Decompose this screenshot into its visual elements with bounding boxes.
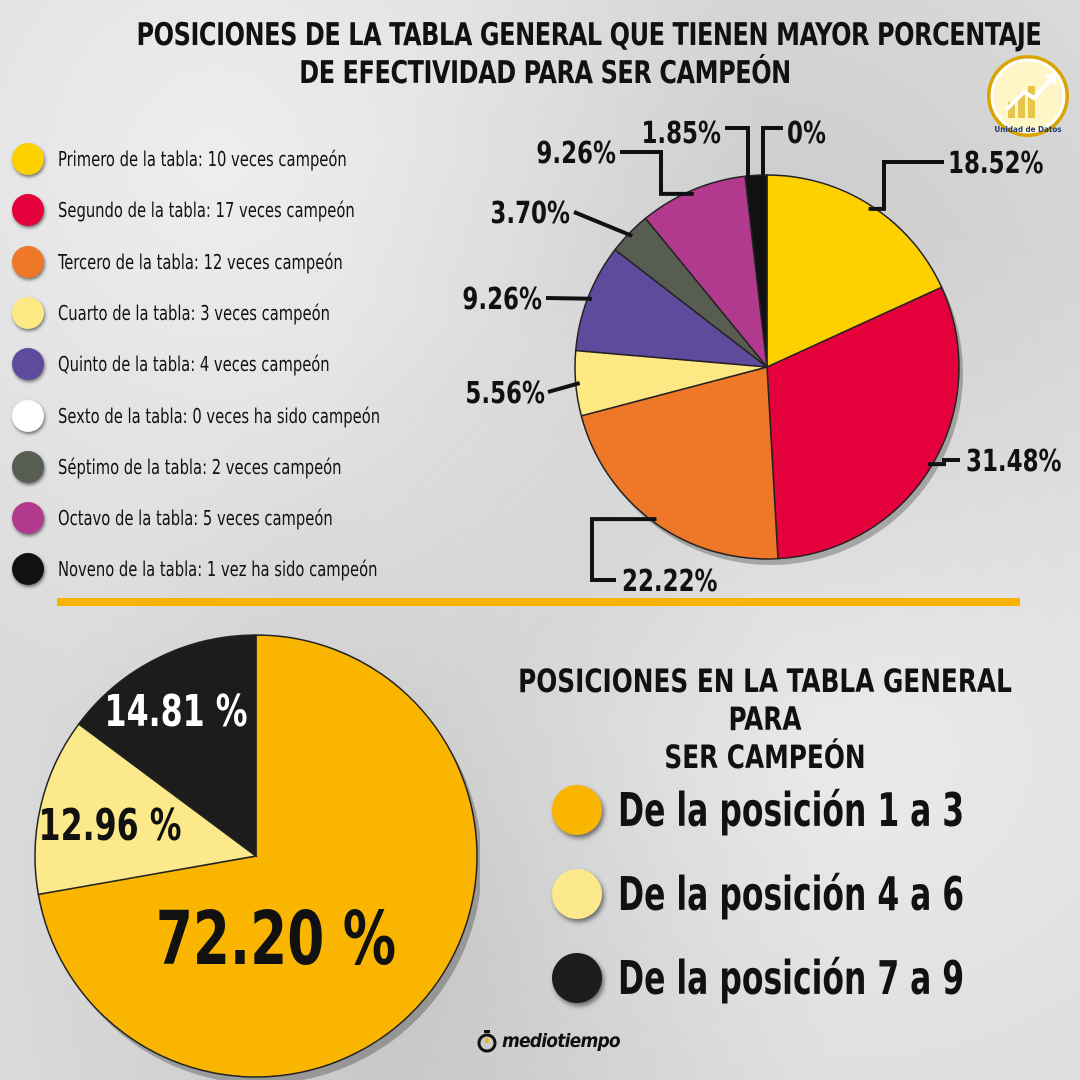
- data-label-5: 9.26%: [462, 281, 542, 317]
- legend-label-2: Segundo de la tabla: 17 veces campeón: [58, 198, 355, 223]
- range-legend-swatch-1: [552, 785, 602, 835]
- legend-item-5: Quinto de la tabla: 4 veces campeón: [12, 346, 389, 382]
- legend-item-1: Primero de la tabla: 10 veces campeón: [12, 141, 410, 177]
- legend-label-7: Séptimo de la tabla: 2 veces campeón: [58, 454, 342, 479]
- range-legend-item-1: De la posición 1 a 3: [552, 780, 1074, 840]
- legend-swatch-6: [12, 399, 44, 432]
- legend-swatch-2: [12, 194, 44, 227]
- legend-label-1: Primero de la tabla: 10 veces campeón: [58, 147, 347, 171]
- leader-line-7: [573, 210, 633, 238]
- leader-line-3: [590, 517, 657, 582]
- legend-swatch-3: [12, 245, 44, 278]
- legend-swatch-1: [12, 143, 44, 175]
- title-line-1: POSICIONES DE LA TABLA GENERAL QUE TIENE…: [136, 17, 1042, 53]
- pie-slice-9: [744, 174, 768, 368]
- legend-swatch-4: [12, 296, 44, 329]
- pie-slice-2: [766, 286, 960, 560]
- range-label-1: 72.20 %: [156, 896, 396, 982]
- legend-label-5: Quinto de la tabla: 4 veces campeón: [58, 352, 330, 377]
- range-legend-label-2: De la posición 4 a 6: [618, 867, 965, 921]
- legend-label-9: Noveno de la tabla: 1 vez ha sido campeó…: [58, 557, 378, 582]
- section-divider: [57, 598, 1020, 606]
- legend-label-6: Sexto de la tabla: 0 veces ha sido campe…: [58, 403, 381, 428]
- data-label-3: 22.22%: [622, 563, 718, 599]
- data-label-6: 0%: [787, 115, 826, 151]
- range-slice-3: [77, 634, 257, 858]
- data-label-8: 9.26%: [536, 135, 616, 171]
- data-label-9: 1.85%: [641, 115, 721, 151]
- pie-slice-1: [766, 174, 943, 369]
- leader-line-2: [927, 458, 960, 467]
- legend-item-7: Séptimo de la tabla: 2 veces campeón: [12, 449, 404, 485]
- brand-name: mediotiempo: [502, 1030, 621, 1052]
- legend-item-9: Noveno de la tabla: 1 vez ha sido campeó…: [12, 551, 448, 587]
- legend-swatch-8: [12, 502, 44, 535]
- legend-item-3: Tercero de la tabla: 12 veces campeón: [12, 244, 405, 280]
- legend-swatch-9: [12, 553, 44, 586]
- pie-slice-3: [580, 366, 779, 560]
- range-legend-swatch-3: [552, 953, 602, 1003]
- range-slice-1: [37, 634, 478, 1078]
- pie-chart-ranges: 72.20 % 12.96 % 14.81 %: [34, 634, 480, 1080]
- legend-swatch-5: [12, 348, 44, 381]
- data-label-4: 5.56%: [465, 375, 545, 411]
- leader-line-9: [725, 126, 757, 182]
- data-label-1: 18.52%: [948, 145, 1044, 181]
- legend-item-2: Segundo de la tabla: 17 veces campeón: [12, 192, 420, 228]
- range-legend-swatch-2: [552, 869, 602, 919]
- pie-chart-positions: 18.52% 31.48% 22.22% 5.56% 9.26% 0% 3.70% 9.26%…: [462, 115, 1062, 599]
- page-title: POSICIONES DE LA TABLA GENERAL QUE TIENE…: [136, 16, 1042, 92]
- title-line-2: DE EFECTIVIDAD PARA SER CAMPEÓN: [299, 55, 791, 91]
- data-label-7: 3.70%: [490, 195, 570, 231]
- range-legend-label-3: De la posición 7 a 9: [618, 951, 965, 1005]
- legend-item-4: Cuarto de la tabla: 3 veces campeón: [12, 295, 390, 331]
- data-label-2: 31.48%: [966, 443, 1062, 479]
- range-slice-2: [34, 722, 258, 896]
- leader-line-5: [545, 296, 592, 301]
- subtitle-line-1: POSICIONES EN LA TABLA GENERAL PARA: [518, 662, 1012, 738]
- legend-label-3: Tercero de la tabla: 12 veces campeón: [58, 249, 343, 274]
- stopwatch-icon: [477, 1030, 497, 1053]
- logo-text: Unidad de Datos: [994, 125, 1061, 134]
- range-legend-item-3: De la posición 7 a 9: [552, 948, 1074, 1008]
- leader-line-4: [547, 381, 581, 394]
- leader-line-1: [868, 160, 944, 211]
- range-legend-item-2: De la posición 4 a 6: [552, 864, 1074, 924]
- data-unit-logo: Unidad de Datos: [987, 55, 1069, 137]
- brand-logo: mediotiempo: [476, 1024, 621, 1058]
- range-legend-label-1: De la posición 1 a 3: [618, 783, 965, 837]
- range-label-2: 12.96 %: [39, 800, 182, 851]
- section-subtitle: POSICIONES EN LA TABLA GENERAL PARA SER …: [516, 662, 1015, 776]
- leader-line-8: [620, 150, 694, 196]
- range-label-3: 14.81 %: [105, 686, 248, 737]
- legend-item-8: Octavo de la tabla: 5 veces campeón: [12, 500, 393, 536]
- legend-swatch-7: [12, 450, 44, 483]
- pie-slice-8: [644, 175, 769, 370]
- subtitle-line-2: SER CAMPEÓN: [664, 738, 866, 776]
- legend-label-4: Cuarto de la tabla: 3 veces campeón: [58, 300, 331, 325]
- legend-item-6: Sexto de la tabla: 0 veces ha sido campe…: [12, 398, 451, 434]
- legend-label-8: Octavo de la tabla: 5 veces campeón: [58, 506, 333, 531]
